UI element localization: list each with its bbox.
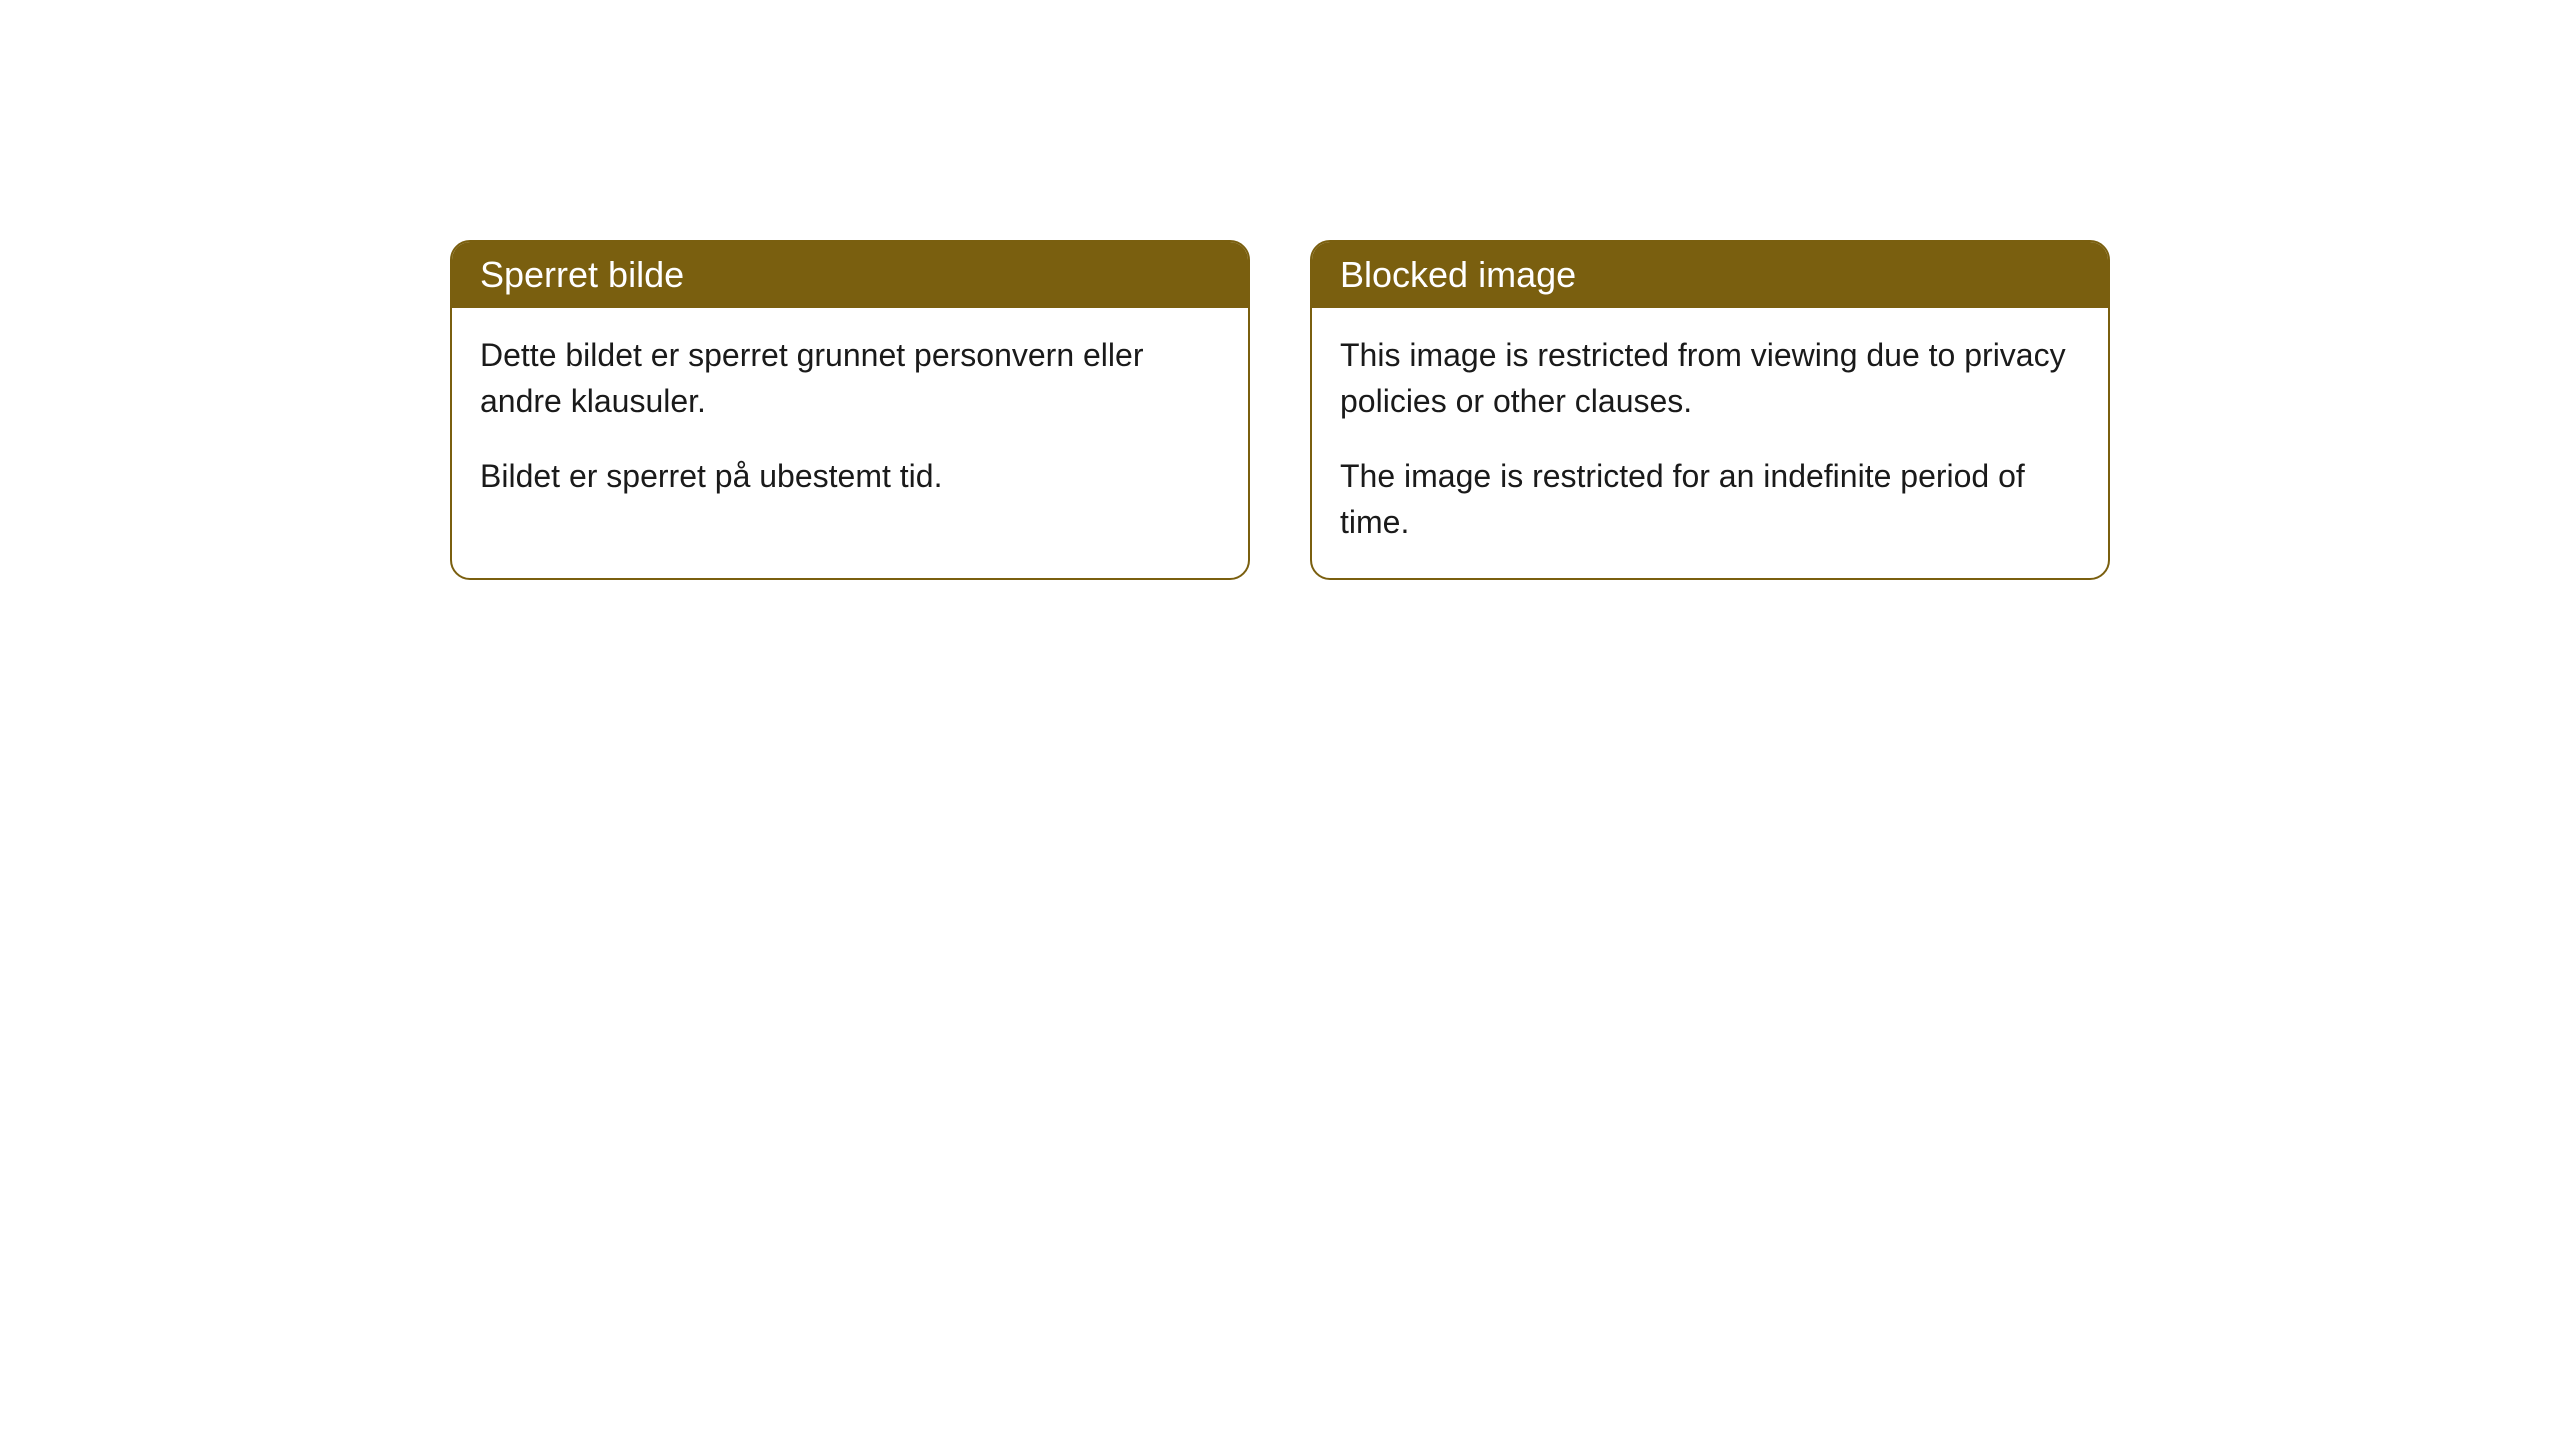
card-paragraph: Bildet er sperret på ubestemt tid. xyxy=(480,453,1220,499)
card-body: Dette bildet er sperret grunnet personve… xyxy=(452,308,1248,531)
card-paragraph: This image is restricted from viewing du… xyxy=(1340,332,2080,425)
card-title: Blocked image xyxy=(1340,254,1576,295)
card-paragraph: Dette bildet er sperret grunnet personve… xyxy=(480,332,1220,425)
card-header: Blocked image xyxy=(1312,242,2108,308)
cards-container: Sperret bilde Dette bildet er sperret gr… xyxy=(450,240,2560,580)
blocked-image-card-no: Sperret bilde Dette bildet er sperret gr… xyxy=(450,240,1250,580)
blocked-image-card-en: Blocked image This image is restricted f… xyxy=(1310,240,2110,580)
card-title: Sperret bilde xyxy=(480,254,684,295)
card-paragraph: The image is restricted for an indefinit… xyxy=(1340,453,2080,546)
card-header: Sperret bilde xyxy=(452,242,1248,308)
card-body: This image is restricted from viewing du… xyxy=(1312,308,2108,578)
